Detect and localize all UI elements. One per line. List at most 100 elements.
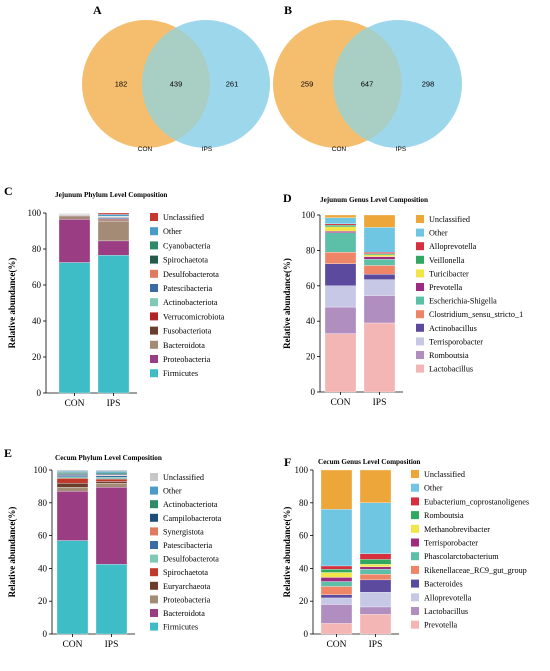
bar-segment xyxy=(320,581,353,587)
venn-overlap-region xyxy=(142,27,210,141)
stacked-bar-chart-d: D Jejunum Genus Level Composition Relative… xyxy=(282,191,523,408)
x-tick-label: CON xyxy=(64,399,84,409)
bar-segment xyxy=(324,214,357,218)
bar-segment xyxy=(56,491,89,541)
stacked-bar-chart-f: F Cecum Genus Level Composition Relative a… xyxy=(282,455,529,650)
venn-overlap-count: 647 xyxy=(361,80,374,89)
legend-label: Euryarchaeota xyxy=(163,582,211,591)
bar-segment xyxy=(320,469,353,510)
legend-label: Turicibacter xyxy=(429,269,469,278)
legend-label: Eubacterium_coprostanoligenes xyxy=(424,497,529,506)
y-tick-label: 100 xyxy=(295,465,309,475)
bar-segment xyxy=(95,469,128,472)
bar-segment xyxy=(97,220,130,242)
legend-swatch xyxy=(411,511,419,520)
bar-segment xyxy=(97,240,130,256)
legend-label: Firmicutes xyxy=(163,369,198,378)
bar-segment xyxy=(324,285,357,308)
panel-letter: B xyxy=(284,3,292,17)
legend-swatch xyxy=(416,296,424,305)
x-tick-label: CON xyxy=(62,640,82,650)
bar-segment xyxy=(324,263,357,286)
bar-segment xyxy=(56,470,89,473)
y-tick-label: 40 xyxy=(299,563,309,573)
legend-swatch xyxy=(411,470,419,478)
legend-swatch xyxy=(150,554,158,563)
y-axis-label: Relative abundance(%) xyxy=(282,507,292,598)
y-axis-label: Relative abundance(%) xyxy=(7,507,17,598)
panel-letter: A xyxy=(93,3,102,17)
legend-swatch xyxy=(150,326,158,335)
bar-segment xyxy=(97,212,130,215)
venn-right-count: 298 xyxy=(422,80,435,89)
venn-left-count: 182 xyxy=(115,80,128,89)
x-tick-label: CON xyxy=(330,398,350,408)
legend-swatch xyxy=(150,622,158,631)
y-tick-label: 80 xyxy=(306,245,316,255)
legend-swatch xyxy=(416,242,424,251)
legend-swatch xyxy=(411,524,419,533)
y-tick-label: 100 xyxy=(34,465,48,475)
legend-label: Cyanobacteria xyxy=(163,241,211,250)
panel-letter: D xyxy=(283,191,292,205)
legend-label: Alloprevotella xyxy=(429,242,477,251)
venn-right-label: IPS xyxy=(396,146,407,153)
legend-swatch xyxy=(150,486,158,495)
bar-segment xyxy=(97,255,130,394)
legend-label: Verrucomicrobiota xyxy=(163,312,225,321)
bar-segment xyxy=(363,259,396,266)
x-tick-label: IPS xyxy=(105,640,119,650)
legend-label: Other xyxy=(163,487,182,496)
legend-swatch xyxy=(150,568,158,577)
x-tick-label: IPS xyxy=(373,398,387,408)
bar-segment xyxy=(56,482,89,488)
venn-right-count: 261 xyxy=(226,80,239,89)
bar-segment xyxy=(324,223,357,226)
legend-swatch xyxy=(150,473,158,481)
legend-swatch xyxy=(150,500,158,509)
legend-label: Actinobacteriota xyxy=(163,500,218,509)
legend-label: Patescibacteria xyxy=(163,284,212,293)
bar-segment xyxy=(359,579,392,593)
legend-swatch xyxy=(416,269,424,278)
legend-label: Desulfobacterota xyxy=(163,555,219,564)
legend-swatch xyxy=(150,355,158,363)
panel-letter: C xyxy=(4,184,13,198)
venn-diagram-b: B 259 647 298 CON IPS xyxy=(273,3,462,153)
bar-segment xyxy=(324,224,357,228)
chart-title: Cecum Phylum Level Composition xyxy=(55,454,162,462)
bar-segment xyxy=(95,482,128,488)
bar-segment xyxy=(359,469,392,503)
legend-swatch xyxy=(416,337,424,346)
legend-swatch xyxy=(411,607,419,615)
stacked-bar-chart-c: C Jejunum Phylum Level Composition Relativ… xyxy=(4,184,225,409)
bar-segment xyxy=(363,274,396,280)
legend-label: Patescibacteria xyxy=(163,541,212,550)
legend-label: Other xyxy=(424,484,443,493)
bar-segment xyxy=(359,569,392,575)
legend-label: Escherichia-Shigella xyxy=(429,297,497,306)
legend-label: Clostridium_sensu_stricto_1 xyxy=(429,310,523,319)
legend-label: Bacteroidota xyxy=(163,341,205,350)
bar-segment xyxy=(95,477,128,480)
bar-segment xyxy=(359,566,392,570)
bar-segment xyxy=(359,606,392,615)
legend-label: Spirochaetota xyxy=(163,256,208,265)
bar-segment xyxy=(56,472,89,474)
venn-overlap-region xyxy=(333,27,402,141)
bar-segment xyxy=(97,217,130,219)
bar-segment xyxy=(320,586,353,595)
venn-left-label: CON xyxy=(138,146,153,153)
y-tick-label: 100 xyxy=(28,208,42,218)
legend-label: Prevotella xyxy=(429,283,463,292)
y-axis-label: Relative abundance(%) xyxy=(282,258,292,349)
venn-left-label: CON xyxy=(332,146,347,153)
bar-segment xyxy=(363,252,396,254)
bar-segment xyxy=(320,572,353,578)
legend-label: Proteobacteria xyxy=(163,355,211,364)
legend-label: Fusobacteriota xyxy=(163,327,212,336)
x-tick-label: IPS xyxy=(369,640,383,650)
bar-segment xyxy=(95,475,128,478)
legend-swatch xyxy=(150,527,158,536)
bar-segment xyxy=(363,227,396,253)
